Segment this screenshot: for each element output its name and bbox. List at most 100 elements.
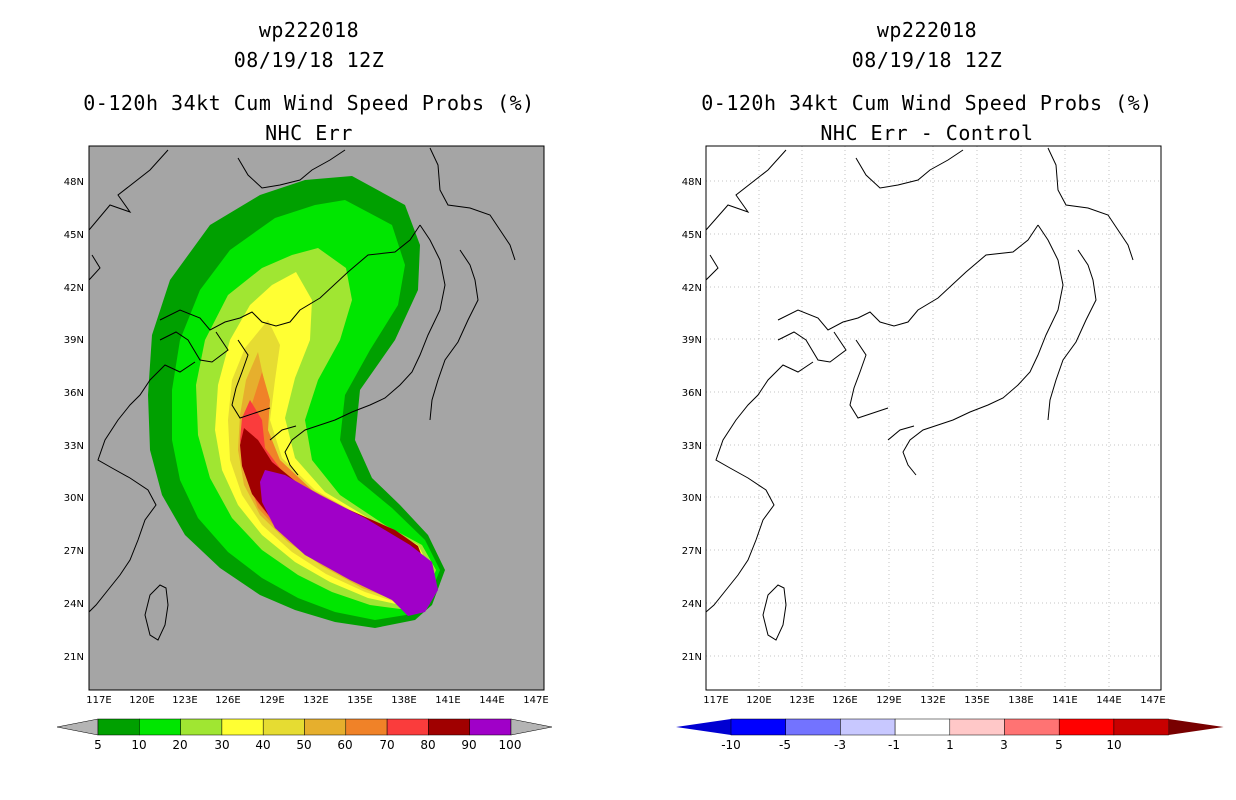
lon-label: 123E: [172, 695, 197, 706]
colorbar-label: 50: [296, 738, 311, 752]
lon-label: 135E: [347, 695, 372, 706]
lat-labels: 48N 45N 42N 39N 36N 33N 30N 27N 24N 21N: [64, 177, 84, 663]
subtitle: NHC Err - Control: [820, 121, 1034, 145]
lon-label: 132E: [303, 695, 328, 706]
lon-label: 126E: [832, 695, 857, 706]
colorbar-swatch: [304, 718, 347, 736]
lat-label: 33N: [64, 441, 84, 452]
lat-label: 21N: [64, 652, 84, 663]
colorbar-label: 90: [461, 738, 476, 752]
lon-label: 129E: [259, 695, 284, 706]
colorbar-label: -3: [834, 738, 846, 752]
lat-label: 24N: [682, 599, 702, 610]
colorbar-swatch: [345, 718, 388, 736]
lon-labels: 117E 120E 123E 126E 129E 132E 135E 138E …: [703, 695, 1165, 706]
lat-label: 42N: [64, 283, 84, 294]
lon-labels: 117E 120E 123E 126E 129E 132E 135E 138E …: [86, 695, 548, 706]
lon-label: 144E: [479, 695, 504, 706]
colorbar-swatch: [97, 718, 140, 736]
colorbar-swatch: [894, 718, 951, 736]
lat-label: 39N: [682, 335, 702, 346]
lat-labels: 48N 45N 42N 39N 36N 33N 30N 27N 24N 21N: [682, 177, 702, 663]
lat-label: 42N: [682, 283, 702, 294]
right-map: 48N 45N 42N 39N 36N 33N 30N 27N 24N 21N …: [676, 145, 1224, 752]
lon-label: 126E: [215, 695, 240, 706]
lon-label: 141E: [435, 695, 460, 706]
swath-90pct: [260, 470, 438, 616]
map-background: [706, 146, 1161, 690]
colorbar-swatch: [469, 718, 512, 736]
colorbar-label: -1: [888, 738, 900, 752]
colorbar-label: 80: [420, 738, 435, 752]
lon-label: 117E: [703, 695, 728, 706]
lat-label: 48N: [682, 177, 702, 188]
colorbar-label: 5: [94, 738, 102, 752]
coastlines: [706, 147, 1134, 641]
lon-label: 147E: [1140, 695, 1165, 706]
left-panel: wp222018 08/19/18 12Z 0-120h 34kt Cum Wi…: [56, 18, 553, 752]
lon-label: 129E: [876, 695, 901, 706]
colorbar-swatch: [949, 718, 1005, 736]
colorbar-swatch: [262, 718, 305, 736]
colorbar-end-left: [56, 718, 99, 736]
colorbar-swatch: [386, 718, 429, 736]
product-title: 0-120h 34kt Cum Wind Speed Probs (%): [83, 91, 535, 115]
lon-label: 138E: [391, 695, 416, 706]
lon-label: 120E: [746, 695, 771, 706]
colorbar-label: 20: [172, 738, 187, 752]
right-panel: wp222018 08/19/18 12Z 0-120h 34kt Cum Wi…: [618, 0, 1236, 800]
colorbar-end-right: [510, 718, 553, 736]
colorbar-end-left: [676, 719, 731, 735]
lon-label: 135E: [964, 695, 989, 706]
lon-label: 144E: [1096, 695, 1121, 706]
lat-label: 30N: [64, 493, 84, 504]
probability-swath: [148, 176, 445, 628]
colorbar-label: 10: [131, 738, 146, 752]
subtitle: NHC Err: [265, 121, 353, 145]
lat-label: 39N: [64, 335, 84, 346]
map-frame: [88, 145, 545, 691]
lon-label: 138E: [1008, 695, 1033, 706]
colorbar-swatch: [1113, 718, 1169, 736]
storm-id-title: wp222018: [876, 18, 978, 42]
lat-label: 48N: [64, 177, 84, 188]
colorbar-label: 30: [214, 738, 229, 752]
date-title: 08/19/18 12Z: [233, 48, 385, 72]
lat-label: 21N: [682, 652, 702, 663]
colorbar-swatch: [785, 718, 841, 736]
colorbar-label: 1: [946, 738, 954, 752]
colorbar-label: 3: [1000, 738, 1008, 752]
lon-label: 147E: [523, 695, 548, 706]
lat-label: 45N: [64, 230, 84, 241]
storm-id-title: wp222018: [258, 18, 360, 42]
lat-label: 24N: [64, 599, 84, 610]
colorbar-swatch: [139, 718, 181, 736]
lat-label: 30N: [682, 493, 702, 504]
colorbar-label: -5: [779, 738, 791, 752]
colorbar-label: -10: [721, 738, 741, 752]
colorbar-label: 60: [337, 738, 352, 752]
colorbar-swatch: [1058, 718, 1115, 736]
left-map: 48N 45N 42N 39N 36N 33N 30N 27N 24N 21N …: [56, 145, 553, 752]
colorbar-swatch: [180, 718, 223, 736]
lon-label: 117E: [86, 695, 111, 706]
lat-label: 33N: [682, 441, 702, 452]
date-title: 08/19/18 12Z: [851, 48, 1003, 72]
colorbar-label: 10: [1106, 738, 1121, 752]
lat-label: 45N: [682, 230, 702, 241]
colorbar-swatch: [730, 718, 786, 736]
colorbar-end-right: [1168, 719, 1224, 735]
colorbar-label: 5: [1055, 738, 1063, 752]
lat-label: 36N: [64, 388, 84, 399]
lat-label: 27N: [64, 546, 84, 557]
left-colorbar: 5 10 20 30 40 50 60 70 80 90 100: [56, 718, 553, 752]
lon-label: 141E: [1052, 695, 1077, 706]
lon-label: 132E: [920, 695, 945, 706]
colorbar-swatch: [1004, 718, 1060, 736]
colorbar-swatch: [840, 718, 896, 736]
lat-label: 27N: [682, 546, 702, 557]
product-title: 0-120h 34kt Cum Wind Speed Probs (%): [701, 91, 1153, 115]
colorbar-swatch: [221, 718, 264, 736]
right-colorbar: -10 -5 -3 -1 1 3 5 10: [676, 718, 1224, 752]
colorbar-label: 70: [379, 738, 394, 752]
